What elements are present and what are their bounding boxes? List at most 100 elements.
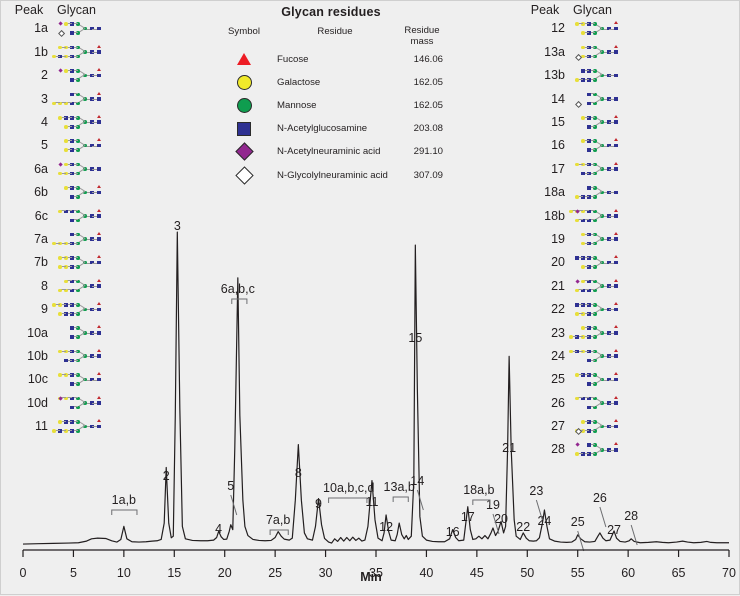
- peak-label: 12: [551, 21, 565, 36]
- peak-table-row: 19: [525, 228, 645, 251]
- x-axis-tick-label: 15: [167, 566, 182, 580]
- legend-residue-mass: 307.09: [413, 169, 443, 181]
- glycan-cell: [568, 440, 645, 460]
- peak-label: 24: [551, 348, 565, 363]
- glycan-structure-icon: [574, 299, 636, 319]
- glycan-structure-icon: [57, 65, 119, 85]
- x-axis-tick-label: 45: [469, 566, 484, 580]
- peak-annotation-label: 26: [592, 491, 607, 505]
- legend-row: N-Acetylglucosamine 203.08: [215, 117, 447, 140]
- peak-label: 14: [551, 91, 565, 106]
- glycan-cell: [51, 112, 119, 132]
- glycan-structure-icon: [574, 416, 636, 436]
- peak-annotation-label: 4: [215, 522, 223, 536]
- glycan-cell: [568, 346, 645, 366]
- peak-label: 10c: [27, 372, 48, 387]
- legend-residue-mass: 146.06: [413, 53, 443, 65]
- glycan-structure-icon: [574, 182, 636, 202]
- glycan-cell: [568, 42, 645, 62]
- x-axis-tick-label: 60: [621, 566, 636, 580]
- glycan-structure-icon: [574, 159, 636, 179]
- circle-green-icon: [236, 97, 252, 113]
- peak-label: 18b: [544, 208, 565, 223]
- peak-table-row: 9: [9, 298, 119, 321]
- chromatogram: 1a,b 2 3 4 5 6a,b,c 7a,b 8 9 10a,b,c,d 11 12 13a,b 14…: [1, 196, 740, 596]
- peak-table-row: 25: [525, 368, 645, 391]
- peak-table-left-header: Peak Glycan: [9, 3, 119, 17]
- glycan-structure-icon: [52, 229, 119, 249]
- glycan-cell: [568, 159, 645, 179]
- peak-annotation-label: 11: [365, 495, 379, 509]
- peak-label: 10d: [27, 395, 48, 410]
- legend-residue-mass: 291.10: [413, 146, 443, 158]
- x-axis: 0 5 10 15 20 25 30 35 40 45 50 55 60 65 70: [1, 548, 740, 592]
- x-axis-tick-label: 10: [116, 566, 131, 580]
- glycan-cell: [568, 182, 645, 202]
- legend-row: N-Glycolylneuraminic acid 307.09: [215, 163, 447, 186]
- peak-label: 15: [551, 115, 565, 129]
- glycan-cell: [51, 416, 119, 436]
- legend-row: Mannose 162.05: [215, 94, 447, 117]
- column-header-glycan: Glycan: [573, 3, 612, 17]
- column-header-peak: Peak: [530, 3, 560, 17]
- peak-label: 3: [41, 91, 48, 106]
- peak-annotation-label: 2: [162, 469, 170, 483]
- glycan-cell: [51, 42, 119, 62]
- x-axis-tick-label: 30: [318, 566, 333, 580]
- peak-annotation-label: 22: [516, 520, 531, 534]
- glycan-cell: [51, 182, 119, 202]
- legend-row: N-Acetylneuraminic acid 291.10: [215, 140, 447, 163]
- peak-annotation-label: 3: [173, 219, 181, 233]
- glycan-cell: [51, 65, 119, 85]
- peak-table-right-header: Peak Glycan: [525, 3, 645, 17]
- peak-label: 28: [551, 442, 565, 457]
- x-axis-tick-label: 50: [520, 566, 535, 580]
- glycan-structure-icon: [574, 19, 636, 39]
- peak-label: 13a: [544, 44, 565, 59]
- peak-label: 11: [35, 419, 48, 434]
- peak-table-left: Peak Glycan 1a 1b 2 3 4 5 6a 6b 6c 7a 7b 8 9 10a 10b 10…: [9, 3, 119, 438]
- glycan-cell: [568, 416, 645, 436]
- peak-annotation-label: 16: [445, 525, 460, 539]
- peak-annotation-label: 20: [494, 512, 509, 526]
- peak-table-row: 3: [9, 87, 119, 110]
- legend-residue-name: N-Acetylneuraminic acid: [277, 146, 381, 158]
- peak-table-row: 15: [525, 111, 645, 134]
- glycan-cell: [568, 112, 645, 132]
- peak-table-row: 20: [525, 251, 645, 274]
- legend-residue-name: Fucose: [277, 53, 309, 65]
- glycan-cell: [568, 229, 645, 249]
- glycan-structure-icon: [57, 370, 119, 390]
- peak-annotation-label: 24: [537, 514, 552, 528]
- glycan-structure-icon: [57, 206, 119, 226]
- peak-annotation-label: 27: [607, 523, 621, 537]
- peak-annotation-label: 15: [408, 331, 423, 345]
- diamond-purple-icon: [234, 142, 254, 162]
- glycan-cell: [568, 206, 645, 226]
- glycan-cell: [51, 206, 119, 226]
- legend-col-symbol: Symbol: [228, 26, 260, 37]
- glycan-cell: [51, 19, 119, 39]
- peak-table-row: 6a: [9, 157, 119, 180]
- column-header-peak: Peak: [14, 3, 44, 17]
- peak-label: 19: [551, 231, 565, 246]
- glycan-structure-icon: [569, 346, 636, 366]
- glycan-structure-icon: [52, 416, 119, 436]
- x-axis-tick-label: 40: [419, 566, 434, 580]
- square-blue-icon: [237, 121, 251, 136]
- glycan-structure-icon: [574, 440, 636, 460]
- peak-table-row: 17: [525, 157, 645, 180]
- peak-annotation-label: 7a,b: [265, 513, 291, 527]
- x-axis-tick-label: 55: [570, 566, 585, 580]
- x-axis-tick-label: 0: [19, 566, 27, 580]
- x-axis-tick-label: 65: [671, 566, 686, 580]
- peak-table-row: 24: [525, 344, 645, 367]
- peak-label: 26: [551, 395, 565, 410]
- peak-table-row: 7b: [9, 251, 119, 274]
- x-axis-tick-label: 35: [369, 566, 383, 580]
- peak-label: 25: [551, 372, 565, 387]
- peak-label: 8: [41, 278, 48, 293]
- glycan-structure-icon: [574, 42, 636, 62]
- legend-title: Glycan residues: [281, 5, 381, 19]
